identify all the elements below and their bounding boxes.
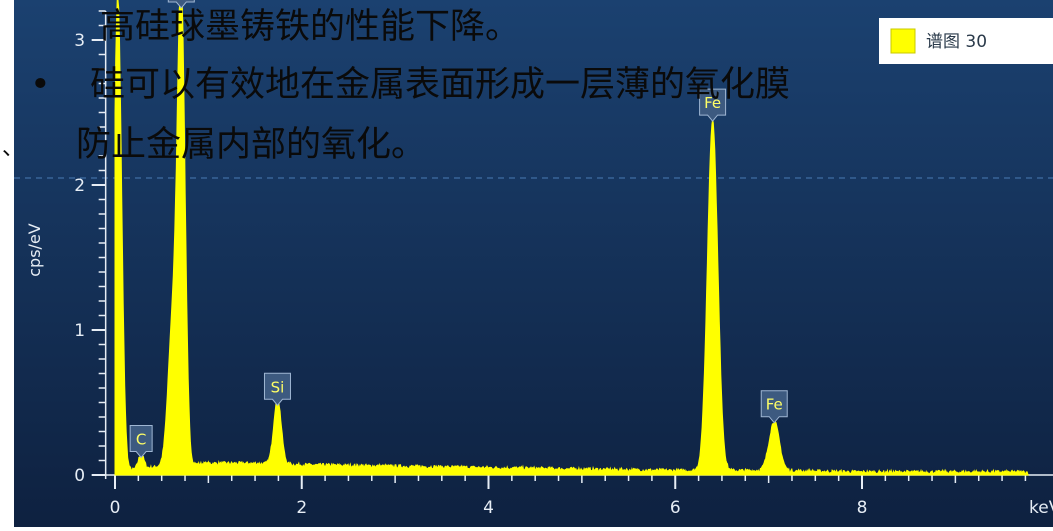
peak-label-box — [129, 425, 153, 459]
peak-label-c: C — [129, 425, 153, 459]
peak-label-text: Si — [271, 378, 285, 396]
y-axis-label: cps/eV — [25, 223, 44, 277]
y-tick-label: 0 — [74, 466, 85, 486]
peak-label-box — [167, 0, 195, 9]
slide-text-line-3: 防止金属内部的氧化。 — [76, 125, 427, 165]
peak-label-text: Fe — [766, 396, 783, 414]
slide-bullet: • — [30, 65, 51, 105]
eds-spectrum-chart: 0 2 4 6 8 keV 0 1 2 3 cps/eV C Fe Si Fe Fe 谱图 30 — [14, 0, 1053, 527]
x-tick-label: 8 — [857, 498, 868, 518]
legend-label: 谱图 30 — [926, 32, 987, 52]
x-tick-label: 2 — [296, 498, 307, 518]
legend-swatch — [890, 28, 916, 54]
x-tick-label: 0 — [110, 498, 121, 518]
peak-label-fe: Fe — [167, 0, 195, 9]
y-tick-label: 1 — [74, 321, 85, 341]
slide-punctuation-mark: 、 — [2, 136, 25, 161]
peak-label-si: Si — [263, 372, 291, 407]
peak-label-text: C — [136, 431, 146, 449]
peak-label-text: Fe — [704, 94, 721, 112]
legend: 谱图 30 — [879, 18, 1053, 64]
slide-text-line-2: 硅可以有效地在金属表面形成一层薄的氧化膜 — [90, 65, 791, 105]
chart-svg: 0 2 4 6 8 keV 0 1 2 3 cps/eV C Fe Si Fe Fe 谱图 30 — [14, 0, 1053, 527]
x-tick-label: 4 — [483, 498, 494, 518]
peak-label-fe: Fe — [760, 390, 788, 424]
x-tick-label: 6 — [670, 498, 681, 518]
y-tick-label: 3 — [74, 31, 85, 51]
x-axis-label: keV — [1029, 498, 1053, 518]
peak-label-box — [699, 88, 727, 122]
slide-text-line-1: 高硅球墨铸铁的性能下降。 — [100, 7, 521, 47]
peak-label-box — [263, 372, 291, 407]
spectrum-area — [114, 0, 1029, 476]
y-tick-label: 2 — [74, 176, 85, 196]
peak-label-box — [760, 390, 788, 424]
peak-label-fe: Fe — [699, 88, 727, 122]
